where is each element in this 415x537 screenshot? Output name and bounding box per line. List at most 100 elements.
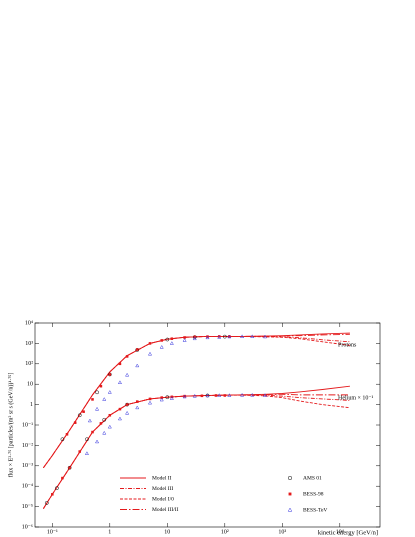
legend-label: Model III	[152, 486, 173, 492]
data-point	[214, 394, 218, 397]
x-tick-label: 10³	[278, 529, 286, 535]
y-tick-label: 10⁻¹	[22, 422, 33, 428]
data-point	[169, 341, 174, 345]
data-point	[217, 335, 221, 338]
y-tick-label: 10⁻⁵	[22, 504, 33, 510]
data-point	[182, 394, 187, 399]
x-axis-label: kinetic energy [GeV/n]	[318, 529, 378, 536]
data-point	[125, 403, 129, 406]
data-point	[169, 396, 174, 400]
y-tick-label: 10⁻⁴	[22, 484, 33, 490]
data-point	[82, 410, 85, 413]
y-tick-label: 10⁴	[25, 320, 33, 326]
data-point	[240, 392, 245, 397]
data-point	[135, 400, 139, 403]
data-point	[68, 466, 71, 470]
data-point	[170, 337, 174, 340]
data-point	[99, 384, 103, 388]
data-point	[117, 380, 122, 384]
data-point	[65, 433, 69, 436]
y-tick-label: 10²	[25, 361, 33, 367]
data-point	[102, 397, 107, 401]
data-point	[205, 393, 210, 398]
data-point	[250, 392, 255, 397]
y-tick-label: 10	[27, 382, 33, 388]
data-point	[95, 439, 100, 444]
data-point	[91, 398, 94, 401]
data-point	[222, 334, 227, 339]
model-line	[43, 333, 350, 469]
data-point	[108, 373, 112, 376]
group-label: Helium × 10⁻¹	[338, 396, 374, 402]
legend-label: BESS-TeV	[303, 507, 327, 513]
x-tick-label: 1	[108, 529, 111, 535]
data-point	[118, 407, 122, 411]
data-point	[223, 394, 227, 397]
x-tick-label: 10⁻¹	[47, 529, 58, 535]
data-point	[60, 437, 65, 442]
data-point	[107, 424, 112, 429]
data-point	[125, 410, 130, 415]
y-tick-label: 1	[30, 402, 33, 408]
data-point	[250, 334, 255, 338]
data-point	[107, 372, 112, 377]
data-point	[262, 393, 268, 397]
data-point	[160, 339, 164, 342]
data-point	[95, 406, 100, 411]
data-point	[183, 394, 186, 398]
data-point	[84, 451, 89, 455]
data-point	[77, 413, 82, 418]
x-tick-label: 10	[164, 529, 170, 535]
data-point	[200, 394, 204, 398]
data-point	[159, 344, 164, 349]
legend-label: Model III/II	[152, 507, 179, 513]
data-point	[262, 334, 268, 339]
data-point	[95, 390, 99, 395]
y-tick-label: 10⁻⁶	[22, 524, 33, 530]
model-line	[43, 335, 350, 469]
plot-area	[43, 332, 350, 509]
data-point	[240, 334, 245, 338]
data-point	[192, 393, 197, 398]
data-point	[91, 430, 94, 434]
data-point	[117, 416, 122, 421]
data-point	[147, 400, 153, 405]
data-point	[108, 413, 112, 417]
x-tick-label: 10²	[221, 529, 229, 535]
data-point	[205, 335, 210, 340]
data-point	[55, 486, 59, 491]
model-line	[43, 335, 350, 469]
data-point	[160, 396, 164, 399]
data-point	[135, 363, 140, 368]
data-point	[107, 390, 112, 394]
data-point	[125, 355, 129, 358]
data-point	[67, 465, 72, 470]
legend-swatch	[287, 507, 293, 512]
data-point	[87, 418, 92, 423]
data-point	[135, 405, 140, 410]
data-point	[217, 393, 222, 397]
legend-swatch	[288, 492, 292, 496]
legend-label: Model I/0	[152, 496, 174, 502]
data-point	[102, 430, 107, 435]
data-point	[228, 335, 231, 338]
data-point	[44, 501, 49, 505]
data-point	[51, 493, 54, 496]
y-tick-label: 10⁻²	[22, 443, 33, 449]
x-tick-label: 10⁴	[336, 529, 344, 535]
group-label: Protons	[338, 342, 357, 348]
data-point	[159, 397, 164, 402]
data-point	[61, 476, 64, 480]
legend-label: AMS 01	[303, 475, 322, 481]
data-point	[192, 336, 197, 341]
data-point	[125, 402, 129, 407]
data-point	[165, 337, 170, 342]
data-point	[118, 362, 122, 366]
model-line	[43, 385, 350, 509]
data-point	[99, 422, 103, 425]
data-point	[183, 336, 186, 339]
data-point	[73, 421, 77, 424]
legend-label: Model II	[152, 475, 172, 481]
data-point	[147, 351, 153, 356]
